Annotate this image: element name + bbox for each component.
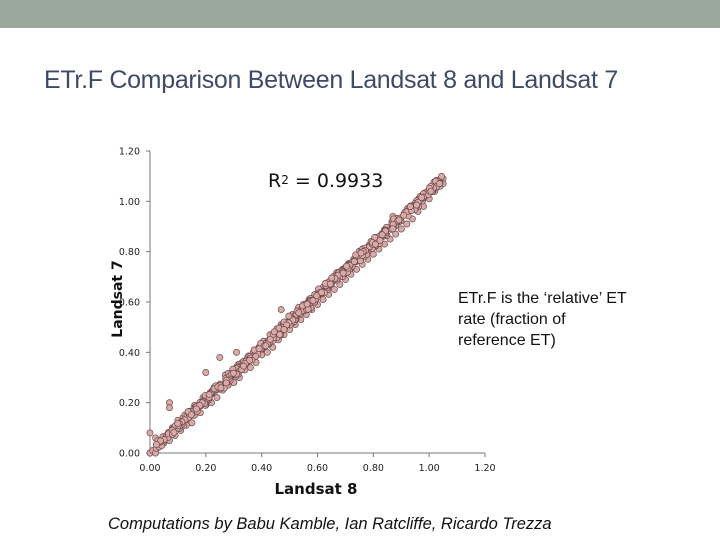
scatter-point xyxy=(395,216,403,224)
x-tick-label: 0.60 xyxy=(307,463,328,474)
scatter-point xyxy=(229,369,237,377)
credit-line: Computations by Babu Kamble, Ian Ratclif… xyxy=(108,515,552,533)
scatter-point xyxy=(277,306,285,314)
scatter-point xyxy=(403,220,411,228)
scatter-point xyxy=(216,353,224,361)
scatter-point xyxy=(330,285,338,293)
scatter-point xyxy=(397,225,405,233)
etrf-note: ETr.F is the ‘relative’ ET rate (fractio… xyxy=(458,290,627,349)
scatter-point xyxy=(255,345,263,353)
scatter-point xyxy=(309,297,317,305)
scatter-point xyxy=(378,231,386,239)
scatter-point xyxy=(313,292,321,300)
scatter-point xyxy=(328,274,336,282)
scatter-point xyxy=(418,194,426,201)
y-tick-label: 0.20 xyxy=(119,398,140,409)
scatter-point xyxy=(170,428,178,436)
scatter-point xyxy=(318,288,325,296)
scatter-point xyxy=(427,187,435,195)
scatter-point xyxy=(406,203,414,211)
top-bar xyxy=(0,0,720,28)
scatter-point xyxy=(217,384,225,392)
x-tick-label: 0.00 xyxy=(139,463,160,474)
scatter-point xyxy=(295,309,303,317)
x-tick-label: 0.80 xyxy=(363,463,384,474)
scatter-point xyxy=(376,237,384,244)
scatter-point xyxy=(266,335,274,343)
axes xyxy=(146,150,486,457)
y-tick-label: 0.40 xyxy=(119,348,140,359)
slide-title: ETr.F Comparison Between Landsat 8 and L… xyxy=(44,66,618,94)
scatter-point xyxy=(392,230,400,238)
scatter-point xyxy=(339,269,347,277)
scatter-point xyxy=(319,296,327,303)
x-tick-label: 1.20 xyxy=(474,463,495,474)
r-squared-annotation: R2 = 0.9933 xyxy=(268,170,383,192)
scatter-points xyxy=(146,172,447,457)
scatter-point xyxy=(389,225,397,233)
r2-label: R xyxy=(268,170,282,192)
x-tick-label: 0.40 xyxy=(251,463,272,474)
tick-labels: 0.00 0.20 0.40 0.60 0.80 1.00 1.20 0.00 0.20 0.40… xyxy=(119,147,496,475)
scatter-point xyxy=(270,328,278,336)
scatter-point xyxy=(285,312,293,320)
scatter-point xyxy=(187,411,195,419)
scatter-point xyxy=(326,280,334,288)
r2-value: = 0.9933 xyxy=(288,170,384,192)
scatter-point xyxy=(152,441,160,448)
x-axis-title: Landsat 8 xyxy=(275,480,358,498)
scatter-point xyxy=(233,348,240,356)
y-tick-label: 1.00 xyxy=(119,197,140,208)
scatter-point xyxy=(262,342,270,350)
scatter-point xyxy=(357,249,365,257)
scatter-point xyxy=(247,363,254,371)
y-tick-label: 0.80 xyxy=(119,247,140,258)
scatter-point xyxy=(371,240,379,248)
scatter-point xyxy=(213,394,221,402)
scatter-point xyxy=(303,300,311,308)
y-axis-title: Landsat 7 xyxy=(110,260,126,337)
x-tick-label: 0.20 xyxy=(195,463,216,474)
r2-exponent: 2 xyxy=(281,173,289,187)
y-tick-label: 0.00 xyxy=(119,449,140,460)
scatter-point xyxy=(146,429,154,437)
scatter-point xyxy=(192,405,200,413)
scatter-point xyxy=(174,419,182,427)
x-tick-label: 1.00 xyxy=(419,463,440,474)
scatter-point xyxy=(438,172,446,180)
y-tick-label: 1.20 xyxy=(119,147,140,158)
scatter-point xyxy=(436,180,444,188)
y-tick-label: 0.60 xyxy=(119,298,140,309)
scatter-point xyxy=(413,201,421,209)
scatter-point xyxy=(202,369,210,376)
scatter-point xyxy=(280,326,288,333)
scatter-point xyxy=(222,379,230,387)
scatter-point xyxy=(246,356,254,364)
scatter-point xyxy=(400,211,408,219)
scatter-point xyxy=(343,262,351,270)
scatter-point xyxy=(188,419,196,427)
scatter-point xyxy=(205,391,213,399)
scatter-point xyxy=(240,362,247,370)
scatter-point xyxy=(166,404,173,412)
scatter-point xyxy=(350,258,358,265)
